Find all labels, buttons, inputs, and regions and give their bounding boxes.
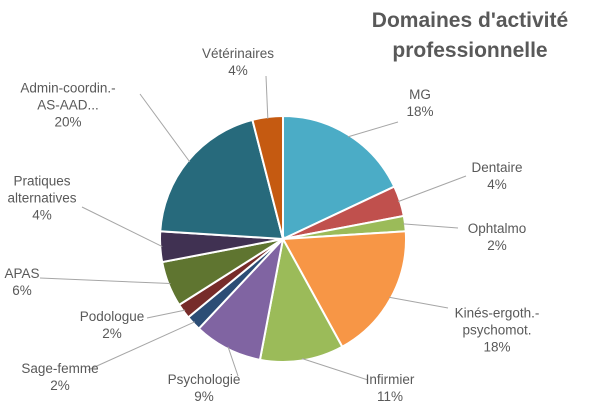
leader-line (301, 358, 369, 381)
category-label: Ophtalmo (467, 221, 527, 236)
category-label: MG (409, 87, 431, 102)
data-label: Podologue 2% (80, 308, 145, 342)
chart-title: Domaines d'activité professionnelle (371, 9, 569, 62)
category-label: Dentaire (471, 160, 523, 175)
leader-line (403, 223, 459, 229)
category-label: Admin-coordin.- AS-AAD... (20, 80, 116, 113)
data-label: Ophtalmo 2% (468, 220, 527, 254)
leader-line (265, 75, 269, 119)
category-label: APAS (4, 266, 40, 281)
category-label: Sage-femme (21, 361, 99, 376)
leader-line (39, 277, 171, 285)
pie-slice (281, 230, 407, 349)
leader-line (227, 346, 239, 377)
leader-line (87, 321, 196, 371)
category-label: Podologue (79, 309, 145, 324)
value-label: 2% (487, 238, 507, 253)
pie-slice (282, 114, 396, 241)
data-label: Sage-femme 2% (21, 360, 98, 394)
pie-slice (258, 236, 344, 363)
category-label: Psychologie (167, 372, 241, 387)
value-label: 6% (12, 283, 32, 298)
category-label: Kinés-ergoth.- psychomot. (454, 305, 540, 338)
leader-line (397, 175, 467, 203)
value-label: 9% (194, 389, 214, 404)
value-label: 11% (376, 389, 404, 404)
category-label: Vétérinaires (201, 46, 275, 61)
value-label: 18% (483, 339, 511, 355)
value-label: 18% (406, 104, 434, 119)
data-label: Dentaire 4% (471, 159, 522, 193)
value-label: 4% (32, 207, 52, 223)
value-label: 4% (487, 177, 507, 192)
leader-line (388, 296, 449, 309)
category-label: Pratiques alternatives (7, 173, 77, 206)
category-label: Infirmier (365, 372, 415, 387)
data-label: Admin-coordin.- AS-AAD... 20% (20, 80, 115, 131)
leader-line (146, 309, 186, 319)
data-label: MG 18% (406, 86, 433, 120)
data-label: Infirmier 11% (366, 371, 415, 405)
data-label: Vétérinaires 4% (202, 45, 274, 79)
value-label: 2% (102, 326, 122, 341)
data-label: APAS 6% (4, 265, 39, 299)
value-label: 4% (228, 63, 248, 78)
leader-line (81, 206, 163, 248)
value-label: 2% (50, 378, 70, 393)
data-label: Kinés-ergoth.- psychomot. 18% (455, 305, 540, 356)
value-label: 20% (54, 114, 82, 130)
leader-line (347, 121, 399, 138)
leader-line (139, 93, 191, 163)
data-label: Psychologie 9% (168, 371, 241, 405)
data-label: Pratiques alternatives 4% (7, 173, 76, 224)
